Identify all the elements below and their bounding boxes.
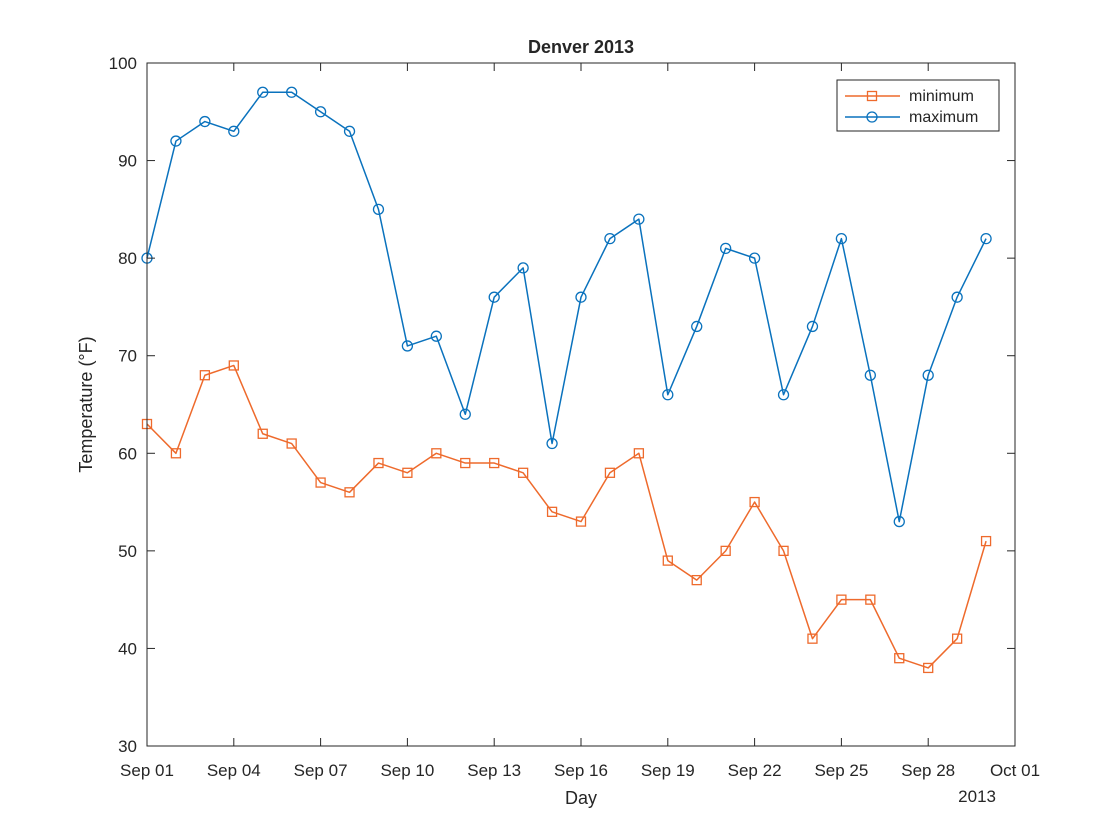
- data-point-minimum: [894, 653, 905, 664]
- data-point-minimum: [546, 506, 558, 517]
- legend-label-maximum: maximum: [909, 109, 978, 126]
- x-tick-label: Oct 01: [990, 761, 1040, 780]
- data-point-maximum: [430, 330, 442, 342]
- data-point-minimum: [517, 467, 529, 478]
- data-point-maximum: [314, 106, 327, 118]
- plot-area: [147, 63, 1015, 746]
- data-point-maximum: [488, 291, 500, 303]
- x-axis-secondary-label: 2013: [958, 787, 996, 806]
- legend-label-minimum: minimum: [909, 88, 974, 105]
- data-point-maximum: [691, 320, 703, 333]
- data-point-minimum: [431, 448, 442, 459]
- data-point-minimum: [604, 467, 616, 478]
- data-point-maximum: [835, 232, 848, 245]
- data-point-minimum: [199, 370, 211, 381]
- data-point-minimum: [923, 662, 934, 674]
- data-point-minimum: [575, 516, 587, 527]
- data-point-minimum: [402, 467, 413, 478]
- x-tick-label: Sep 16: [554, 761, 608, 780]
- data-point-maximum: [633, 213, 645, 225]
- data-point-maximum: [806, 320, 819, 333]
- y-tick-label: 60: [118, 444, 137, 463]
- data-point-maximum: [864, 369, 876, 381]
- y-tick-label: 90: [118, 152, 137, 171]
- data-point-maximum: [257, 86, 269, 98]
- data-point-minimum: [951, 633, 963, 644]
- data-point-maximum: [546, 437, 558, 450]
- data-point-maximum: [893, 515, 905, 528]
- data-point-maximum: [228, 125, 240, 137]
- data-point-maximum: [170, 135, 182, 147]
- x-tick-label: Sep 07: [294, 761, 348, 780]
- y-tick-label: 50: [118, 542, 137, 561]
- data-point-minimum: [315, 477, 326, 488]
- series-layer: [141, 86, 992, 674]
- y-axis-label: Temperature (°F): [76, 336, 96, 472]
- data-point-maximum: [604, 232, 616, 245]
- data-point-minimum: [720, 545, 731, 557]
- x-tick-label: Sep 01: [120, 761, 174, 780]
- data-point-maximum: [199, 115, 211, 128]
- data-point-minimum: [662, 555, 673, 566]
- x-tick-label: Sep 28: [901, 761, 955, 780]
- tick-layer: Sep 01 Sep 04 Sep 07 Sep 10 Sep 13 Sep 16 Sep …: [109, 54, 1040, 780]
- y-tick-label: 70: [118, 347, 137, 366]
- data-point-maximum: [777, 389, 790, 401]
- data-point-maximum: [401, 340, 414, 352]
- x-tick-label: Sep 25: [814, 761, 868, 780]
- data-point-minimum: [633, 448, 645, 459]
- data-point-minimum: [170, 448, 182, 459]
- y-tick-label: 100: [109, 54, 137, 73]
- data-point-maximum: [575, 291, 587, 303]
- data-point-maximum: [748, 252, 761, 264]
- data-point-minimum: [807, 633, 818, 644]
- data-point-maximum: [459, 408, 471, 420]
- data-point-maximum: [343, 125, 356, 137]
- data-point-minimum: [228, 360, 239, 371]
- data-point-minimum: [286, 438, 297, 449]
- data-point-minimum: [749, 496, 760, 508]
- legend: minimum maximum: [836, 79, 1000, 132]
- data-point-minimum: [865, 594, 876, 605]
- y-tick-label: 40: [118, 639, 137, 658]
- x-tick-label: Sep 19: [641, 761, 695, 780]
- data-point-minimum: [257, 428, 268, 439]
- data-point-minimum: [980, 535, 992, 547]
- data-point-maximum: [286, 86, 298, 98]
- data-point-minimum: [373, 457, 384, 469]
- legend-box: [836, 79, 1000, 132]
- data-point-minimum: [778, 545, 789, 557]
- x-tick-label: Sep 04: [207, 761, 261, 780]
- data-point-maximum: [372, 203, 385, 216]
- legend-marker-minimum: [866, 90, 878, 102]
- y-tick-label: 30: [118, 737, 137, 756]
- data-point-maximum: [951, 291, 963, 303]
- legend-marker-maximum: [866, 111, 878, 123]
- data-point-maximum: [720, 242, 732, 255]
- chart-title: Denver 2013: [528, 37, 634, 57]
- data-point-maximum: [922, 369, 934, 381]
- data-point-minimum: [460, 457, 471, 469]
- data-point-maximum: [662, 389, 674, 401]
- x-tick-label: Sep 22: [728, 761, 782, 780]
- x-axis-label: Day: [565, 788, 597, 808]
- data-point-minimum: [691, 574, 702, 586]
- data-point-minimum: [489, 457, 500, 469]
- data-point-maximum: [980, 232, 992, 245]
- y-tick-label: 80: [118, 249, 137, 268]
- data-point-maximum: [517, 262, 529, 274]
- data-point-minimum: [836, 594, 847, 605]
- data-point-minimum: [344, 487, 355, 498]
- x-tick-label: Sep 10: [380, 761, 434, 780]
- x-tick-label: Sep 13: [467, 761, 521, 780]
